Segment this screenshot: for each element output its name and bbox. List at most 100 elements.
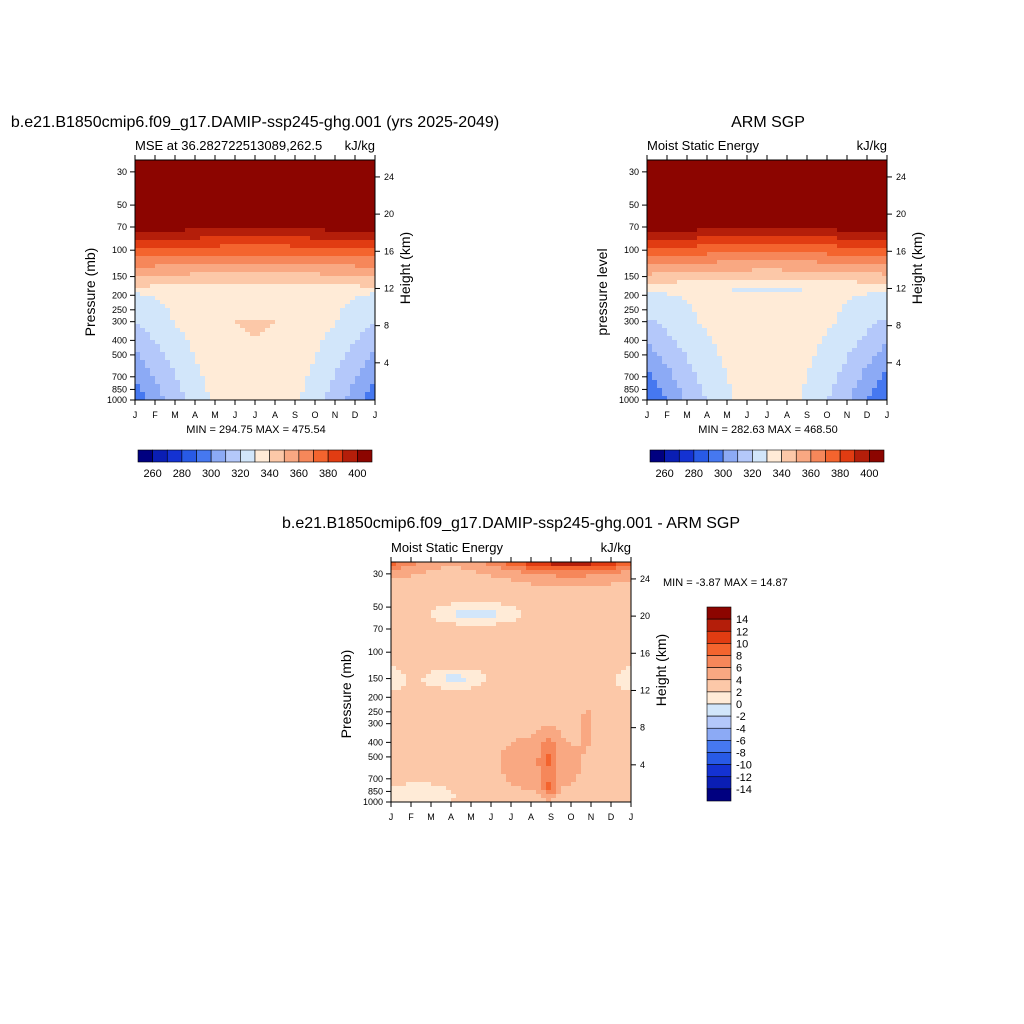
heatmap-cell <box>220 188 226 193</box>
heatmap-cell <box>652 176 658 181</box>
colorbar-box <box>210 449 227 463</box>
heatmap-cell <box>200 292 206 297</box>
heatmap-cell <box>305 232 311 237</box>
heatmap-cell <box>772 236 778 241</box>
heatmap-cell <box>315 332 321 337</box>
heatmap-cell <box>350 192 356 197</box>
heatmap-cell <box>220 252 226 257</box>
heatmap-cell <box>135 172 141 177</box>
heatmap-cell <box>355 368 361 373</box>
heatmap-cell <box>155 280 161 285</box>
heatmap-cell <box>707 244 713 249</box>
heatmap-cell <box>867 288 873 293</box>
heatmap-cell <box>682 220 688 225</box>
heatmap-cell <box>155 340 161 345</box>
heatmap-cell <box>320 308 326 313</box>
heatmap-cell <box>185 336 191 341</box>
heatmap-cell <box>847 180 853 185</box>
heatmap-cell <box>265 340 271 345</box>
heatmap-cell <box>712 244 718 249</box>
heatmap-cell <box>290 228 296 233</box>
heatmap-cell <box>335 392 341 397</box>
heatmap-cell <box>325 292 331 297</box>
heatmap-cell <box>160 256 166 261</box>
heatmap-cell <box>732 324 738 329</box>
heatmap-cell <box>140 244 146 249</box>
heatmap-cell <box>245 220 251 225</box>
heatmap-cell <box>255 268 261 273</box>
heatmap-cell <box>360 356 366 361</box>
heatmap-cell <box>882 320 888 325</box>
heatmap-cell <box>305 320 311 325</box>
heatmap-cell <box>170 288 176 293</box>
heatmap-cell <box>310 352 316 357</box>
heatmap-cell <box>702 220 708 225</box>
heatmap-cell <box>667 244 673 249</box>
heatmap-cell <box>370 284 376 289</box>
heatmap-cell <box>300 256 306 261</box>
heatmap-cell <box>652 244 658 249</box>
heatmap-cell <box>837 244 843 249</box>
heatmap-cell <box>205 192 211 197</box>
heatmap-cell <box>250 392 256 397</box>
heatmap-cell <box>697 208 703 213</box>
heatmap-cell <box>175 376 181 381</box>
heatmap-cell <box>220 364 226 369</box>
heatmap-cell <box>872 228 878 233</box>
heatmap-cell <box>165 396 171 401</box>
heatmap-cell <box>647 220 653 225</box>
heatmap-cell <box>210 228 216 233</box>
heatmap-cell <box>812 208 818 213</box>
heatmap-cell <box>135 212 141 217</box>
heatmap-cell <box>245 356 251 361</box>
heatmap-cell <box>672 228 678 233</box>
heatmap-cell <box>787 212 793 217</box>
heatmap-cell <box>777 324 783 329</box>
heatmap-cell <box>652 216 658 221</box>
heatmap-cell <box>722 256 728 261</box>
heatmap-cell <box>135 296 141 301</box>
heatmap-cell <box>215 296 221 301</box>
heatmap-cell <box>807 236 813 241</box>
heatmap-cell <box>205 384 211 389</box>
heatmap-cell <box>767 256 773 261</box>
heatmap-cell <box>190 240 196 245</box>
heatmap-cell <box>190 248 196 253</box>
colorbar-tick-label: 280 <box>173 468 191 480</box>
heatmap-cell <box>647 216 653 221</box>
heatmap-cell <box>355 208 361 213</box>
heatmap-cell <box>145 324 151 329</box>
heatmap-cell <box>285 248 291 253</box>
heatmap-cell <box>335 184 341 189</box>
heatmap-cell <box>175 296 181 301</box>
heatmap-cell <box>330 300 336 305</box>
heatmap-cell <box>837 272 843 277</box>
heatmap-cell <box>195 292 201 297</box>
heatmap-cell <box>757 192 763 197</box>
heatmap-cell <box>255 168 261 173</box>
heatmap-cell <box>325 312 331 317</box>
heatmap-cell <box>652 200 658 205</box>
heatmap-cell <box>195 288 201 293</box>
heatmap-cell <box>195 368 201 373</box>
heatmap-cell <box>190 352 196 357</box>
heatmap-cell <box>280 240 286 245</box>
heatmap-cell <box>712 248 718 253</box>
heatmap-cell <box>672 260 678 265</box>
heatmap-cell <box>767 280 773 285</box>
heatmap-cell <box>772 296 778 301</box>
heatmap-cell <box>662 244 668 249</box>
heatmap-cell <box>767 304 773 309</box>
heatmap-cell <box>822 324 828 329</box>
heatmap-cell <box>807 308 813 313</box>
heatmap-cell <box>225 388 231 393</box>
heatmap-cell <box>355 344 361 349</box>
heatmap-cell <box>682 200 688 205</box>
heatmap-cell <box>150 348 156 353</box>
heatmap-cell <box>250 328 256 333</box>
heatmap-cell <box>757 320 763 325</box>
heatmap-cell <box>345 168 351 173</box>
heatmap-cell <box>180 236 186 241</box>
heatmap-cell <box>310 220 316 225</box>
heatmap-cell <box>762 268 768 273</box>
